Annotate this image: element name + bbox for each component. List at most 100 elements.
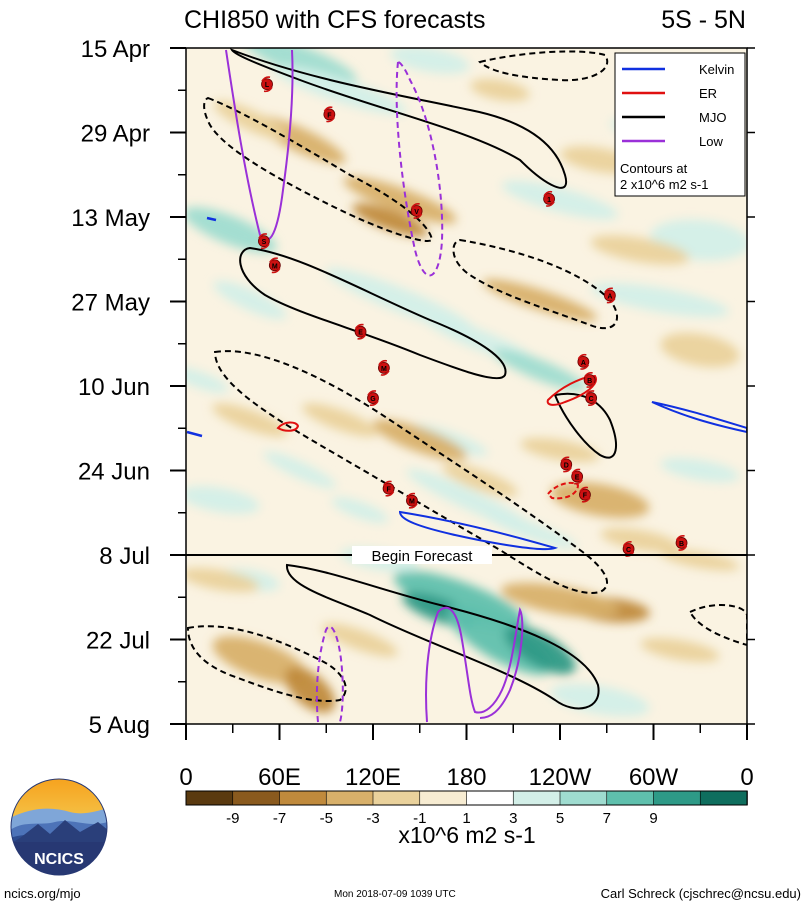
mjo-contour (285, 563, 600, 710)
y-tick-label: 24 Jun (78, 459, 150, 486)
x-tick-label: 0 (179, 764, 192, 791)
colorbar-swatch (325, 790, 374, 806)
colorbar-tick-label: -1 (413, 810, 426, 827)
kelvin-contour (206, 216, 217, 222)
storm-label: F (386, 487, 391, 494)
field-patch (331, 497, 389, 523)
field-patch (352, 203, 428, 237)
storm-marker: F (579, 486, 591, 503)
low-contour (225, 49, 294, 241)
colorbar-tick-label: 3 (509, 810, 517, 827)
colorbar-tick-label: 7 (603, 810, 611, 827)
field-patch (482, 279, 598, 321)
storm-marker: M (406, 492, 418, 509)
colorbar: -9 -7 -5 -3 -1 1 3 5 7 9 (185, 790, 748, 827)
storm-label: C (589, 396, 594, 403)
mjo-contour-dashed (186, 625, 347, 702)
y-tick-label: 8 Jul (99, 543, 150, 570)
colorbar-tick-label: 5 (556, 810, 564, 827)
storm-marker: E (571, 468, 584, 485)
colorbar-frame (185, 790, 748, 806)
y-tick-label: 27 May (71, 290, 150, 317)
legend-label-er: ER (699, 86, 717, 101)
y-axis: 15 Apr 29 Apr 13 May 27 May 10 Jun 24 Jun 8 Ju… (71, 36, 755, 739)
storm-marker: B (583, 372, 596, 388)
colorbar-tick-label: 9 (649, 810, 657, 827)
x-tick-label: 120W (529, 764, 592, 791)
y-tick-label: 22 Jul (86, 628, 150, 655)
field-patch (501, 180, 619, 220)
storm-label: A (581, 360, 586, 367)
footer-author: Carl Schreck (cjschrec@ncsu.edu) (600, 886, 801, 901)
er-contour (546, 374, 597, 406)
chart-title: CHI850 with CFS forecasts (184, 6, 486, 34)
storm-marker: D (560, 456, 573, 473)
x-tick-label: 180 (446, 764, 486, 791)
storm-label: L (265, 82, 270, 89)
colorbar-swatch (279, 790, 328, 806)
footer-timestamp: Mon 2018-07-09 1039 UTC (334, 889, 456, 900)
kelvin-contour (186, 430, 203, 438)
colorbar-tick-label: -3 (366, 810, 379, 827)
field-patch (273, 65, 407, 115)
storm-marker: F (323, 106, 336, 123)
y-tick-label: 10 Jun (78, 374, 150, 401)
low-contour (425, 606, 524, 723)
storm-label: F (583, 493, 588, 500)
storm-label: S (262, 239, 267, 246)
field-patch (390, 48, 470, 74)
mjo-contour (239, 246, 507, 380)
storm-label: E (358, 330, 363, 337)
kelvin-contour (398, 510, 559, 551)
field-patch (500, 582, 620, 618)
field-patch (213, 100, 287, 140)
storm-label: M (381, 366, 387, 373)
colorbar-tick-label: -5 (320, 810, 333, 827)
storm-label: D (564, 462, 569, 469)
mjo-contour-dashed (203, 96, 434, 242)
storm-marker: V (410, 203, 423, 219)
y-tick-label: 5 Aug (89, 712, 150, 739)
legend-box (614, 52, 746, 197)
storm-marker: A (603, 287, 616, 304)
storm-marker: B (675, 534, 688, 551)
colorbar-swatch (185, 790, 234, 806)
storm-marker: L (261, 76, 273, 93)
field-patch (186, 486, 260, 514)
field-patch (470, 78, 530, 102)
field-patch (372, 419, 468, 461)
ncics-logo: NCICS (10, 778, 108, 876)
er-contour-dashed (546, 481, 580, 500)
storm-label: B (679, 541, 684, 548)
field-patch (186, 207, 277, 253)
colorbar-swatch (466, 790, 515, 806)
low-contour-dashed (315, 625, 344, 723)
storm-label: C (626, 547, 631, 554)
field-patch (520, 437, 600, 463)
legend-label-kelvin: Kelvin (699, 62, 734, 77)
field-patch (212, 403, 288, 437)
footer-url[interactable]: ncics.org/mjo (4, 886, 81, 901)
logo-text: NCICS (34, 851, 84, 868)
chart-subtitle: 5S - 5N (661, 6, 746, 34)
storm-label: M (409, 499, 415, 506)
field-patch (263, 451, 337, 489)
forecast-label: Begin Forecast (372, 548, 474, 565)
x-tick-label: 0 (740, 764, 753, 791)
mjo-contour-dashed (688, 604, 747, 647)
forecast-label-bg (352, 546, 492, 564)
legend: Kelvin ER MJO Low Contours at 2 x10^6 m2 s-… (614, 52, 746, 197)
mjo-contour (229, 48, 568, 189)
field-patch (322, 623, 398, 657)
colorbar-tick-label: 1 (462, 810, 470, 827)
field-patch (186, 367, 229, 393)
storm-label: M (272, 263, 278, 270)
colorbar-tick-label: -9 (226, 810, 239, 827)
field-patch (493, 349, 587, 391)
storm-label: G (370, 396, 376, 403)
field-patch (213, 280, 287, 320)
field-patch (325, 268, 475, 332)
legend-note-1: Contours at (620, 161, 688, 176)
mjo-contour-dashed (478, 50, 609, 82)
legend-label-mjo: MJO (699, 110, 726, 125)
